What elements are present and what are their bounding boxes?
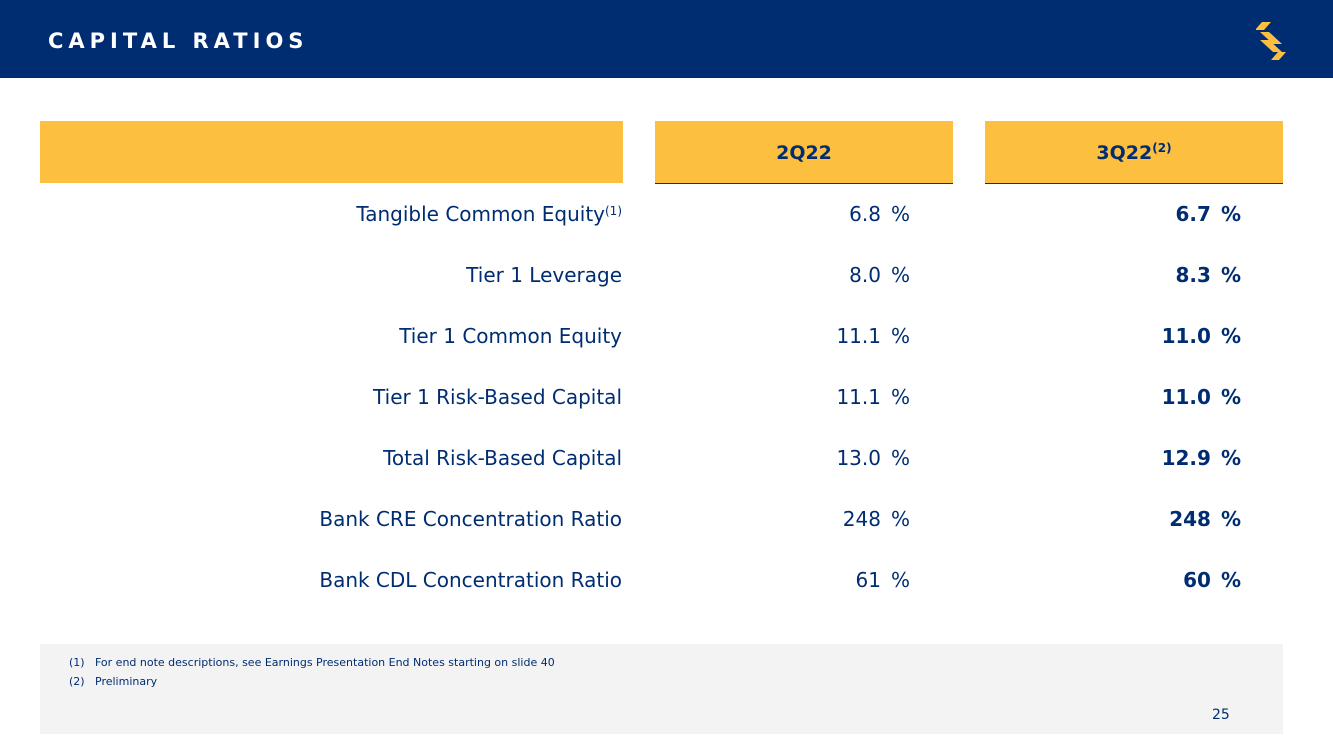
footnote-panel: (1) For end note descriptions, see Earnin… xyxy=(40,644,1283,734)
slide-header: CAPITAL RATIOS xyxy=(0,0,1333,78)
percent-sign: % xyxy=(890,324,910,348)
value-3q22: 8.3 xyxy=(1175,263,1211,287)
value-2q22: 11.1 xyxy=(836,385,881,409)
row-label: Tier 1 Common Equity xyxy=(399,324,622,348)
percent-sign: % xyxy=(1220,263,1241,287)
footnote-text: For end note descriptions, see Earnings … xyxy=(95,656,555,669)
value-2q22: 8.0 xyxy=(849,263,881,287)
footnote: (1) For end note descriptions, see Earnin… xyxy=(69,656,555,670)
value-2q22: 11.1 xyxy=(836,324,881,348)
row-label: Bank CRE Concentration Ratio xyxy=(319,507,622,531)
value-3q22: 12.9 xyxy=(1161,446,1211,470)
row-label: Tier 1 Risk-Based Capital xyxy=(373,385,622,409)
percent-sign: % xyxy=(1220,446,1241,470)
column-label-2q22: 2Q22 xyxy=(776,142,832,164)
value-3q22: 11.0 xyxy=(1161,324,1211,348)
table-row: Total Risk-Based Capital 13.0% 12.9% xyxy=(0,438,1333,478)
column-footnote-marker: (2) xyxy=(1152,141,1172,155)
value-2q22: 13.0 xyxy=(836,446,881,470)
percent-sign: % xyxy=(890,202,910,226)
value-2q22: 6.8 xyxy=(849,202,881,226)
table-row: Tier 1 Common Equity 11.1% 11.0% xyxy=(0,316,1333,356)
column-label-3q22: 3Q22 xyxy=(1096,142,1153,164)
percent-sign: % xyxy=(890,446,910,470)
value-2q22: 248 xyxy=(842,507,881,531)
table-row: Tangible Common Equity(1) 6.8% 6.7% xyxy=(0,194,1333,234)
footnote-number: (1) xyxy=(69,656,85,669)
percent-sign: % xyxy=(890,385,910,409)
value-2q22: 61 xyxy=(855,568,881,592)
footnote-text: Preliminary xyxy=(95,675,158,688)
percent-sign: % xyxy=(1220,385,1241,409)
footnote: (2) Preliminary xyxy=(69,675,157,689)
value-3q22: 248 xyxy=(1169,507,1211,531)
table-row: Tier 1 Risk-Based Capital 11.1% 11.0% xyxy=(0,377,1333,417)
row-footnote-marker: (1) xyxy=(605,204,622,218)
value-3q22: 6.7 xyxy=(1175,202,1211,226)
percent-sign: % xyxy=(1220,202,1241,226)
page-title: CAPITAL RATIOS xyxy=(48,29,309,53)
table-row: Tier 1 Leverage 8.0% 8.3% xyxy=(0,255,1333,295)
percent-sign: % xyxy=(1220,324,1241,348)
percent-sign: % xyxy=(890,507,910,531)
table-row: Bank CDL Concentration Ratio 61% 60% xyxy=(0,560,1333,600)
row-label: Total Risk-Based Capital xyxy=(383,446,622,470)
percent-sign: % xyxy=(1220,568,1241,592)
value-3q22: 11.0 xyxy=(1161,385,1211,409)
table-header-3q22: 3Q22(2) xyxy=(985,121,1283,184)
row-label: Tier 1 Leverage xyxy=(466,263,622,287)
percent-sign: % xyxy=(890,263,910,287)
percent-sign: % xyxy=(890,568,910,592)
footnote-number: (2) xyxy=(69,675,85,688)
percent-sign: % xyxy=(1220,507,1241,531)
table-header-2q22: 2Q22 xyxy=(655,121,953,184)
row-label: Bank CDL Concentration Ratio xyxy=(319,568,622,592)
row-label: Tangible Common Equity xyxy=(356,202,605,226)
page-number: 25 xyxy=(1212,707,1230,723)
value-3q22: 60 xyxy=(1183,568,1211,592)
stripes-logo-icon xyxy=(1256,22,1286,60)
table-row: Bank CRE Concentration Ratio 248% 248% xyxy=(0,499,1333,539)
table-header-label-cell xyxy=(40,121,623,183)
